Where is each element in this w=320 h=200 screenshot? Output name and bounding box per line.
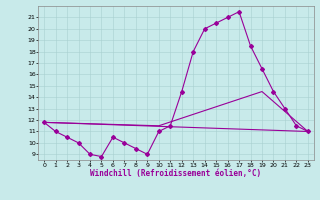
X-axis label: Windchill (Refroidissement éolien,°C): Windchill (Refroidissement éolien,°C): [91, 169, 261, 178]
